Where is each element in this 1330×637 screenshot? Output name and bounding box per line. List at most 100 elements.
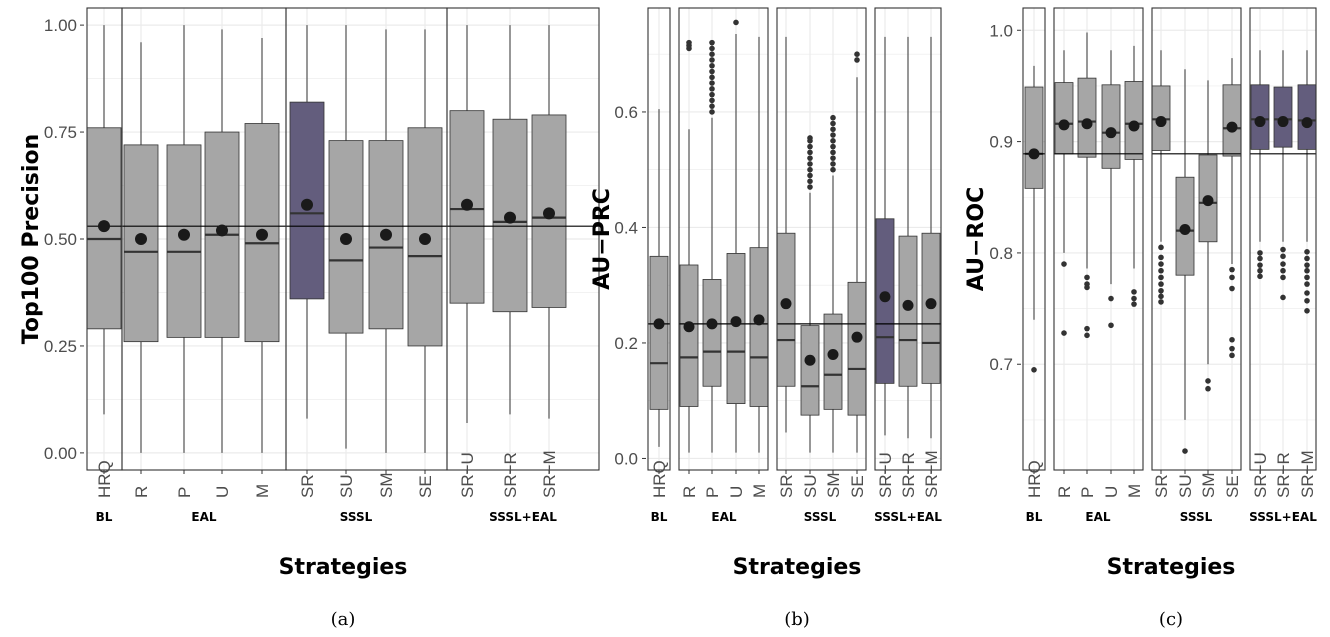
facet-panel [1054, 8, 1143, 470]
box-SR−M [1297, 84, 1317, 150]
chart-c: 0.7 0.8 0.9 1.0 AU−ROC HRQ BL R P U M EAL SR SU SM SE SS… [964, 7, 1317, 630]
x-tick-label: SE [1223, 475, 1242, 498]
mean-point [1277, 116, 1289, 128]
subfigure-caption: (b) [784, 609, 810, 630]
outlier-point [854, 51, 860, 57]
mean-point [804, 354, 816, 366]
y-tick-label: 0.6 [614, 103, 638, 122]
y-tick-label: 0.00 [44, 444, 77, 463]
outlier-point [1084, 332, 1090, 339]
outlier-point [830, 161, 836, 167]
outlier-point [807, 161, 813, 167]
group-label: BL [651, 510, 668, 524]
mean-point [461, 198, 473, 211]
outlier-point [1257, 262, 1263, 268]
group-label: BL [1026, 510, 1043, 524]
outlier-point [830, 143, 836, 150]
y-tick-label: 0.50 [44, 230, 77, 249]
outlier-point [1131, 289, 1137, 295]
x-tick-label: SM [824, 473, 843, 499]
mean-point [706, 318, 718, 330]
box-HRQ [649, 255, 669, 410]
panel-border [1053, 7, 1144, 471]
x-tick-label: HRQ [650, 460, 669, 498]
outlier-point [807, 143, 813, 150]
outlier-point [1280, 253, 1286, 260]
outlier-point [1205, 378, 1211, 384]
group-label: SSSL [804, 510, 837, 524]
x-axis-label: Strategies [1107, 555, 1236, 580]
outlier-point [1280, 267, 1286, 274]
outlier-point [807, 155, 813, 161]
y-tick-label: 0.7 [989, 355, 1013, 374]
outlier-point [709, 74, 715, 81]
mean-point [1155, 116, 1167, 128]
x-axis-label: Strategies [279, 555, 408, 580]
outlier-point [830, 120, 836, 127]
panel-border [1151, 7, 1242, 471]
outlier-point [830, 138, 836, 144]
outlier-point [1158, 287, 1164, 294]
mean-point [1226, 121, 1238, 133]
mean-point [730, 316, 742, 328]
outlier-point [830, 132, 836, 138]
outlier-point [1061, 261, 1067, 267]
outlier-point [807, 166, 813, 173]
x-tick-label: SR−R [1274, 452, 1293, 498]
mean-point [98, 220, 110, 233]
mean-point [879, 291, 891, 303]
mean-point [543, 207, 555, 220]
y-axis-label: Top100 Precision [19, 134, 44, 344]
outlier-point [830, 126, 836, 133]
box-M [749, 247, 769, 407]
subfigure-caption: (c) [1159, 609, 1183, 630]
mean-point [827, 349, 839, 360]
outlier-point [807, 178, 813, 185]
outlier-point [1229, 266, 1235, 273]
box-SR [776, 232, 796, 387]
outlier-point [1229, 285, 1235, 292]
x-tick-label: SM [1199, 473, 1218, 499]
x-tick-label: SM [377, 473, 396, 499]
outlier-point [1257, 250, 1263, 256]
outlier-point [1108, 295, 1114, 302]
panel-border [776, 7, 867, 471]
box-SE [407, 127, 443, 347]
group-label: BL [96, 510, 113, 524]
x-tick-label: SE [848, 475, 867, 498]
outlier-point [709, 57, 715, 63]
outlier-point [1084, 274, 1090, 281]
box-SE [1222, 84, 1242, 157]
outlier-point [807, 172, 813, 179]
x-tick-label: SR−M [540, 450, 559, 498]
y-tick-label: 1.0 [989, 21, 1013, 40]
y-tick-label: 0.75 [44, 123, 77, 142]
y-tick-label: 0.4 [614, 218, 638, 237]
box-SU [800, 325, 820, 416]
x-tick-label: R [132, 486, 151, 498]
y-axis-label: AU−ROC [964, 187, 989, 291]
mean-point [419, 233, 431, 245]
outlier-point [1108, 322, 1114, 329]
outlier-point [1304, 267, 1310, 274]
outlier-point [1158, 293, 1164, 300]
outlier-point [830, 166, 836, 173]
outlier-point [807, 135, 813, 141]
box-SM [823, 313, 843, 410]
outlier-point [807, 184, 813, 190]
outlier-point [1131, 301, 1137, 307]
box-U [1101, 84, 1121, 169]
outlier-point [1304, 297, 1310, 304]
outlier-point [1061, 330, 1067, 336]
group-label: SSSL [1180, 510, 1213, 524]
mean-point [1081, 118, 1093, 130]
outlier-point [830, 114, 836, 121]
chart-a: 0.00 0.25 0.50 0.75 1.00 Top100 Precision HRQ B… [19, 7, 600, 630]
x-tick-label: SR−U [876, 452, 895, 498]
outlier-point [1304, 290, 1310, 296]
y-tick-label: 0.0 [614, 449, 638, 468]
outlier-point [709, 62, 715, 69]
x-tick-label: SR [1152, 474, 1171, 498]
outlier-point [1304, 262, 1310, 268]
box-P [702, 279, 722, 387]
